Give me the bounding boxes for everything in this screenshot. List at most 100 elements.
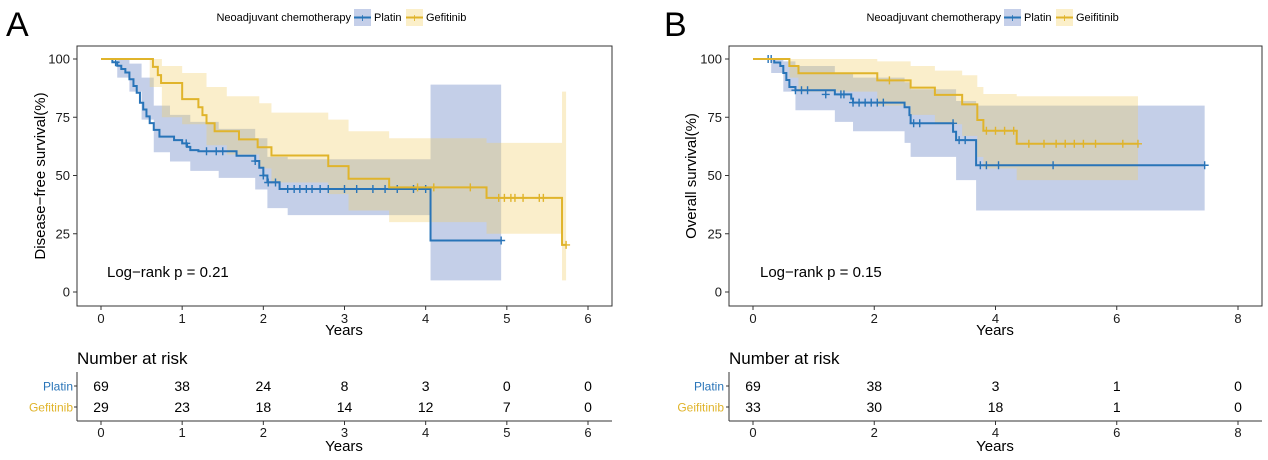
legend-label-platin-a: Platin [374,12,402,24]
censor-mark [381,185,390,194]
risk-table-b: Platin 69 38 3 1 0 Geifitinib 33 30 18 1 0 0 2 4 6 8 [677,372,1262,440]
risk-count: 12 [418,399,434,415]
risk-x-tick-label: 0 [749,425,756,440]
y-tick-label: 75 [708,110,722,125]
risk-group-label: Platin [43,380,73,394]
y-tick-label: 100 [48,52,70,67]
y-axis-title-b: Overall survival(%) [683,113,700,239]
censor-mark [352,185,361,194]
risk-x-tick-label: 0 [97,425,104,440]
x-tick-label: 4 [992,311,999,326]
ci-band-geifitinib [753,59,1138,181]
censor-mark [803,86,812,95]
risk-count: 23 [174,399,190,415]
censor-mark [409,185,418,194]
legend-cross-platin-b: + [1009,11,1016,25]
x-axis-title-b: Years [976,322,1014,339]
y-tick-label: 25 [56,226,70,241]
x-tick-label: 5 [503,311,510,326]
censor-mark [271,178,280,187]
risk-x-tick-label: 4 [992,425,999,440]
panel-a: A Neoadjuvant chemotherapy + Platin + Ge… [6,6,613,455]
logrank-annotation-a: Log−rank p = 0.21 [107,264,229,281]
censor-mark [1000,126,1009,135]
risk-x-axis-title-a: Years [325,438,363,455]
risk-count: 7 [503,399,511,415]
risk-count: 18 [256,399,272,415]
risk-count: 30 [866,399,882,415]
risk-x-tick-label: 6 [584,425,591,440]
risk-count: 0 [1234,399,1242,415]
panel-letter-b: B [664,6,687,44]
risk-count: 18 [988,399,1004,415]
x-tick-label: 0 [749,311,756,326]
censor-mark [251,157,260,166]
censor-mark [885,76,894,85]
risk-count: 3 [422,378,430,394]
km-curve-gefitinib [101,58,567,246]
y-axis-title-a: Disease−free survival(%) [32,92,49,259]
panel-b: B Neoadjuvant chemotherapy + Platin + Ge… [664,6,1263,455]
censor-mark [429,183,438,192]
x-tick-label: 2 [260,311,267,326]
censor-mark [949,119,958,128]
risk-count: 14 [337,399,353,415]
censor-mark [1009,126,1018,135]
censor-mark [497,236,506,245]
x-tick-label: 6 [1113,311,1120,326]
censor-mark [1061,139,1070,148]
ci-band-platin [753,59,1205,211]
y-tick-label: 25 [708,226,722,241]
legend-title-a: Neoadjuvant chemotherapy [216,12,351,24]
x-tick-label: 8 [1234,311,1241,326]
risk-group-label: Geifitinib [677,401,724,415]
risk-x-tick-label: 5 [503,425,510,440]
legend-cross-platin-a: + [359,11,366,25]
censor-mark [218,147,227,156]
censor-mark [539,193,548,202]
censor-mark [1024,139,1033,148]
x-tick-label: 6 [584,311,591,326]
y-tick-label: 100 [700,52,722,67]
censor-mark [1118,139,1127,148]
censor-mark [1133,139,1142,148]
censor-mark [259,171,268,180]
censor-mark [821,90,830,99]
censor-mark [324,185,333,194]
risk-x-axis-title-b: Years [976,438,1014,455]
legend-label-platin-b: Platin [1024,12,1052,24]
x-tick-label: 3 [341,311,348,326]
risk-count: 33 [745,399,761,415]
censor-mark [421,185,430,194]
censor-mark [1052,139,1061,148]
censor-mark [961,136,970,145]
censor-mark [202,147,211,156]
risk-count: 38 [866,378,882,394]
censor-mark [562,240,571,249]
y-tick-label: 50 [56,168,70,183]
censor-mark [982,126,991,135]
legend-cross-gefitinib-a: + [411,11,418,25]
risk-count: 1 [1113,378,1121,394]
legend-a: Neoadjuvant chemotherapy + Platin + Gefi… [216,9,466,26]
censor-mark [1079,139,1088,148]
censor-mark [393,185,402,194]
censor-mark [413,183,422,192]
risk-count: 8 [341,378,349,394]
censor-mark [1049,161,1058,170]
y-tick-label: 50 [708,168,722,183]
censor-mark [991,126,1000,135]
risk-count: 0 [584,399,592,415]
censor-mark [839,90,848,99]
censor-mark [510,193,519,202]
ci-band-platin [101,59,502,281]
logrank-annotation-b: Log−rank p = 0.15 [760,264,882,281]
x-tick-label: 0 [97,311,104,326]
y-tick-label: 0 [715,285,722,300]
km-curve-geifitinib [753,58,1138,145]
censor-mark [182,139,191,148]
km-plot-b: 0 2 4 6 8 0 25 50 75 100 [700,45,1263,326]
km-plot-a: 0 1 2 3 4 5 6 0 25 50 75 100 [48,45,613,326]
censor-mark [368,185,377,194]
